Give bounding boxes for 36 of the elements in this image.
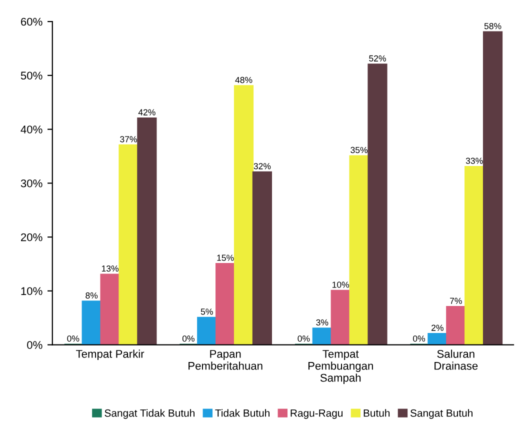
data-label: 35% [350,146,368,154]
y-tick-label: 40% [20,126,42,134]
data-label: 0% [413,335,425,342]
data-label: 37% [120,136,137,142]
data-label: 42% [138,109,156,116]
y-tick-label: 0% [27,341,42,349]
data-label: 15% [217,254,234,261]
data-label: 10% [332,282,350,288]
y-tick-label: 20% [21,233,42,242]
legend-label: Tidak Butuh [215,409,270,417]
data-label: 8% [86,292,98,299]
legend-label: Ragu-Ragu [290,410,343,419]
data-label: 5% [200,308,213,315]
data-label: 2% [432,324,444,331]
x-tick-label: Tempat Parkir [76,350,144,360]
legend-label: Sangat Butuh [410,409,472,419]
data-label: 32% [254,163,271,170]
y-tick-label: 10% [21,287,42,296]
data-label: 7% [450,298,462,304]
data-label: 58% [484,23,502,30]
x-tick-label: Tempat Pembuangan Sampah [308,350,373,384]
legend-label: Butuh [364,409,390,417]
data-label: 3% [316,319,328,326]
x-tick-label: Papan Pemberitahuan [188,350,262,370]
y-tick-label: 30% [20,179,42,188]
y-tick-label: 60% [21,18,42,26]
data-label: 33% [466,158,483,164]
data-label: 52% [369,55,386,62]
data-label: 48% [235,76,252,84]
data-label: 0% [298,335,310,342]
legend-label: Sangat Tidak Butuh [104,409,194,419]
y-tick-label: 50% [20,72,42,80]
data-label: 0% [67,335,80,342]
data-label: 13% [102,265,118,272]
data-label: 0% [182,335,194,342]
x-tick-label: Saluran Drainase [434,350,478,370]
